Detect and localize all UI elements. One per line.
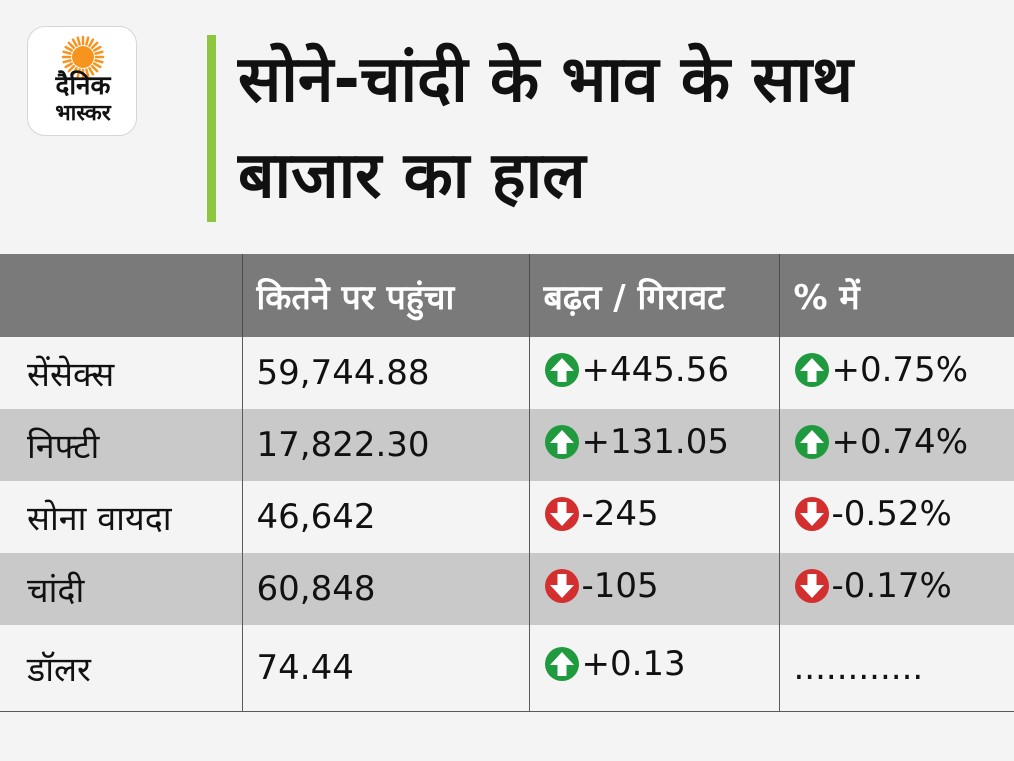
arrow-down-circle-icon [794, 568, 829, 603]
cell-value: 74.44 [241, 625, 529, 712]
cell-percent-text: -0.17% [831, 565, 952, 606]
brand-logo: दैनिक भास्कर [27, 26, 137, 136]
cell-percent-wrap: -0.17% [794, 566, 952, 606]
market-table: कितने पर पहुंचा बढ़त / गिरावट % में सेंस… [0, 254, 1014, 712]
cell-change-text: +131.05 [581, 421, 729, 462]
cell-name: सेंसेक्स [27, 355, 115, 395]
cell-change-wrap: +445.56 [544, 350, 729, 390]
cell-change-text: +0.13 [581, 644, 686, 685]
sun-icon [61, 35, 105, 79]
table-header-row: कितने पर पहुंचा बढ़त / गिरावट % में [0, 254, 1014, 337]
table-row: चांदी 60,848 -105 -0.17% [0, 553, 1014, 625]
cell-percent: -0.17% [778, 553, 1014, 625]
cell-percent-wrap: -0.52% [794, 494, 952, 534]
cell-change-text: -245 [581, 493, 659, 534]
logo-text-line2: भास्कर [55, 101, 111, 126]
cell-value: 17,822.30 [241, 409, 529, 481]
cell-value: 59,744.88 [241, 337, 529, 409]
cell-percent-text: ............ [793, 647, 924, 688]
arrow-up-circle-icon [544, 352, 579, 387]
cell-name: सोना वायदा [27, 499, 172, 539]
header-name [0, 254, 242, 337]
arrow-up-circle-icon [544, 424, 579, 459]
header-percent: % में [778, 254, 1014, 337]
page-title: सोने-चांदी के भाव के साथ बाजार का हाल [238, 43, 854, 213]
cell-change: -245 [528, 481, 779, 553]
arrow-up-circle-icon [544, 647, 579, 682]
arrow-down-circle-icon [794, 496, 829, 531]
table-row: सोना वायदा 46,642 -245 -0.52% [0, 481, 1014, 553]
title-accent-bar [207, 35, 216, 222]
cell-percent: +0.75% [778, 337, 1014, 409]
header-change: बढ़त / गिरावट [528, 254, 779, 337]
cell-change-wrap: +0.13 [544, 644, 686, 684]
cell-percent-wrap: +0.74% [794, 421, 969, 462]
cell-change-wrap: -245 [544, 494, 659, 534]
table-row: डॉलर 74.44 +0.13............ [0, 625, 1014, 712]
cell-change-wrap: -105 [544, 566, 659, 606]
cell-change-wrap: +131.05 [544, 422, 729, 462]
table-row: सेंसेक्स 59,744.88 +445.56 +0.75% [0, 337, 1014, 409]
cell-percent: -0.52% [778, 481, 1014, 553]
cell-value: 46,642 [241, 481, 529, 553]
cell-change: -105 [528, 553, 779, 625]
header-value: कितने पर पहुंचा [241, 254, 529, 337]
cell-percent: +0.74% [778, 409, 1014, 481]
cell-percent-text: -0.52% [831, 493, 952, 534]
cell-change-text: +445.56 [581, 349, 729, 390]
cell-change-text: -105 [581, 565, 659, 606]
cell-change: +445.56 [528, 337, 779, 409]
arrow-down-circle-icon [544, 496, 579, 531]
cell-name: डॉलर [0, 625, 242, 712]
cell-change: +131.05 [528, 409, 779, 481]
cell-value: 60,848 [241, 553, 529, 625]
table-row: निफ्टी 17,822.30 +131.05 +0.74% [0, 409, 1014, 481]
arrow-down-circle-icon [544, 568, 579, 603]
cell-name: चांदी [27, 571, 85, 611]
cell-percent-wrap: ............ [794, 648, 924, 688]
arrow-up-circle-icon [794, 352, 829, 387]
logo-text-line1: दैनिक [55, 71, 111, 101]
arrow-up-circle-icon [794, 424, 829, 459]
cell-name: निफ्टी [27, 427, 100, 467]
cell-percent-wrap: +0.75% [794, 349, 969, 390]
cell-percent-text: +0.74% [831, 421, 969, 462]
cell-change: +0.13 [528, 625, 779, 712]
cell-percent: ............ [778, 625, 1014, 712]
cell-percent-text: +0.75% [831, 349, 969, 390]
